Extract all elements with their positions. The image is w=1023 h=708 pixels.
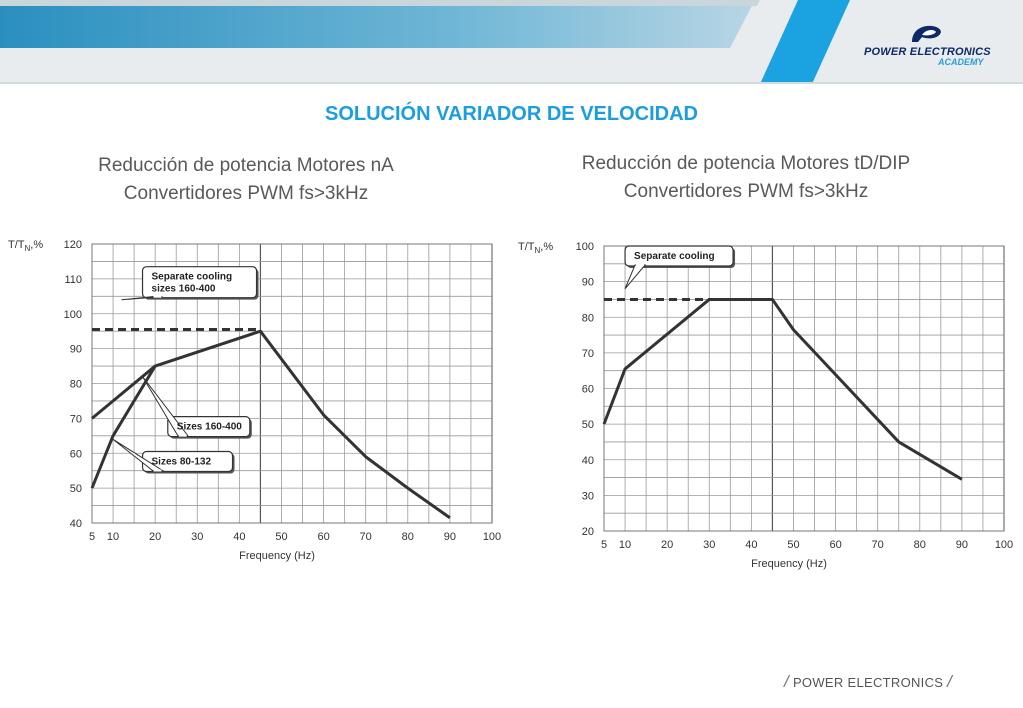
x-tick-label: 50: [787, 539, 799, 551]
y-tick-label: 100: [576, 241, 594, 253]
y-tick-label: 70: [582, 348, 594, 360]
y-tick-label: 110: [64, 274, 82, 286]
power-electronics-logo: POWER ELECTRONICS ACADEMY: [860, 24, 1000, 68]
x-tick-label: 50: [275, 531, 287, 543]
x-tick-label: 90: [444, 531, 456, 543]
x-tick-label: 30: [191, 531, 203, 543]
chart-right-title: Reducción de potencia Motores tD/DIP Con…: [536, 150, 956, 206]
callout-label: Sizes 160-400: [177, 422, 242, 433]
chart-left: 5 10 20 30 40 50 60 70 80 90 100 40 50 60 70 80 90 100 110…: [8, 239, 501, 562]
slash-icon: /: [784, 672, 790, 691]
logo-text: POWER ELECTRONICS: [864, 46, 991, 58]
y-tick-label: 50: [582, 419, 594, 431]
y-tick-label: 80: [70, 379, 82, 391]
y-axis-label-main: T/T: [518, 241, 535, 253]
y-axis-label-sub: N: [25, 244, 31, 253]
y-tick-label: 90: [70, 344, 82, 356]
footer-brand-text: POWER ELECTRONICS: [792, 675, 944, 690]
y-axis-label-suffix: ,%: [30, 239, 43, 251]
x-tick-label: 20: [661, 539, 673, 551]
y-tick-label: 50: [70, 483, 82, 495]
logo-mark-icon: [912, 25, 941, 42]
y-tick-label: 80: [582, 312, 594, 324]
page-title: SOLUCIÓN VARIADOR DE VELOCIDAD: [325, 103, 698, 125]
callout-box: [167, 416, 251, 438]
y-axis-label-suffix: ,%: [540, 241, 553, 253]
x-tick-label: 70: [360, 531, 372, 543]
y-tick-label: 20: [582, 526, 594, 538]
series-line: [91, 329, 451, 519]
x-tick-label: 60: [829, 539, 841, 551]
x-tick-label: 80: [914, 539, 926, 551]
y-axis-label: T/TN,%: [518, 241, 553, 255]
logo-subtext: ACADEMY: [938, 57, 984, 67]
x-tick-label: 100: [483, 531, 501, 543]
callout: Sizes 160-400: [142, 376, 252, 439]
callout-label: Separate cooling: [152, 272, 233, 283]
y-tick-label: 30: [582, 490, 594, 502]
x-tick-label: 10: [619, 539, 631, 551]
callout-label: Sizes 80-132: [152, 457, 212, 468]
chart-left-title-line2: Convertidores PWM fs>3kHz: [123, 183, 369, 204]
x-axis-label: Frequency (Hz): [239, 550, 315, 562]
slash-icon: /: [947, 672, 953, 691]
y-tick-label: 120: [64, 239, 82, 251]
y-axis-label-main: T/T: [8, 239, 25, 251]
x-tick-label: 40: [233, 531, 245, 543]
chart-left-title: Reducción de potencia Motores nA Convert…: [36, 152, 456, 208]
series-line: [90, 365, 157, 489]
x-tick-label: 100: [995, 539, 1013, 551]
plot-frame: [603, 245, 1005, 532]
x-tick-label: 70: [872, 539, 884, 551]
callout-box: [141, 266, 258, 299]
callout: Separate cooling: [624, 245, 736, 290]
y-tick-label: 100: [64, 309, 82, 321]
callout-box: [624, 245, 734, 267]
x-axis-label: Frequency (Hz): [751, 558, 827, 570]
y-axis-label-sub: N: [535, 246, 541, 255]
grid: [603, 245, 1005, 532]
header-banner: POWER ELECTRONICS ACADEMY: [0, 0, 1023, 84]
y-tick-label: 60: [582, 384, 594, 396]
x-tick-label: 20: [149, 531, 161, 543]
header-blue-stripe: [0, 0, 755, 48]
x-tick-label: 60: [317, 531, 329, 543]
x-tick-label: 90: [956, 539, 968, 551]
header-stripes: [0, 0, 1023, 84]
y-tick-label: 90: [582, 277, 594, 289]
callout-pointer: [624, 264, 647, 290]
header-accent-stripe: [760, 0, 850, 84]
series-line: [602, 297, 963, 481]
callout: Sizes 80-132: [112, 438, 235, 474]
chart-left-title-line1: Reducción de potencia Motores nA: [98, 155, 394, 176]
x-tick-label: 5: [89, 531, 95, 543]
callout-label: Separate cooling: [634, 251, 715, 262]
footer-brand: / POWER ELECTRONICS /: [784, 672, 952, 692]
chart-right-title-line1: Reducción de potencia Motores tD/DIP: [581, 153, 911, 174]
callout-label: sizes 160-400: [152, 284, 216, 295]
chart-right-title-line2: Convertidores PWM fs>3kHz: [623, 181, 869, 202]
x-tick-label: 30: [703, 539, 715, 551]
x-tick-label: 80: [402, 531, 414, 543]
x-tick-label: 5: [601, 539, 607, 551]
y-axis-label: T/TN,%: [8, 239, 43, 253]
x-tick-label: 40: [745, 539, 757, 551]
x-tick-label: 10: [107, 531, 119, 543]
y-tick-label: 60: [70, 448, 82, 460]
chart-right: 5 10 20 30 40 50 60 70 80 90 100 20 30 40 50 60 70 80 90 10…: [518, 241, 1013, 570]
plot-frame: [91, 243, 493, 524]
y-tick-label: 40: [70, 518, 82, 530]
y-tick-label: 70: [70, 413, 82, 425]
y-tick-label: 40: [582, 455, 594, 467]
